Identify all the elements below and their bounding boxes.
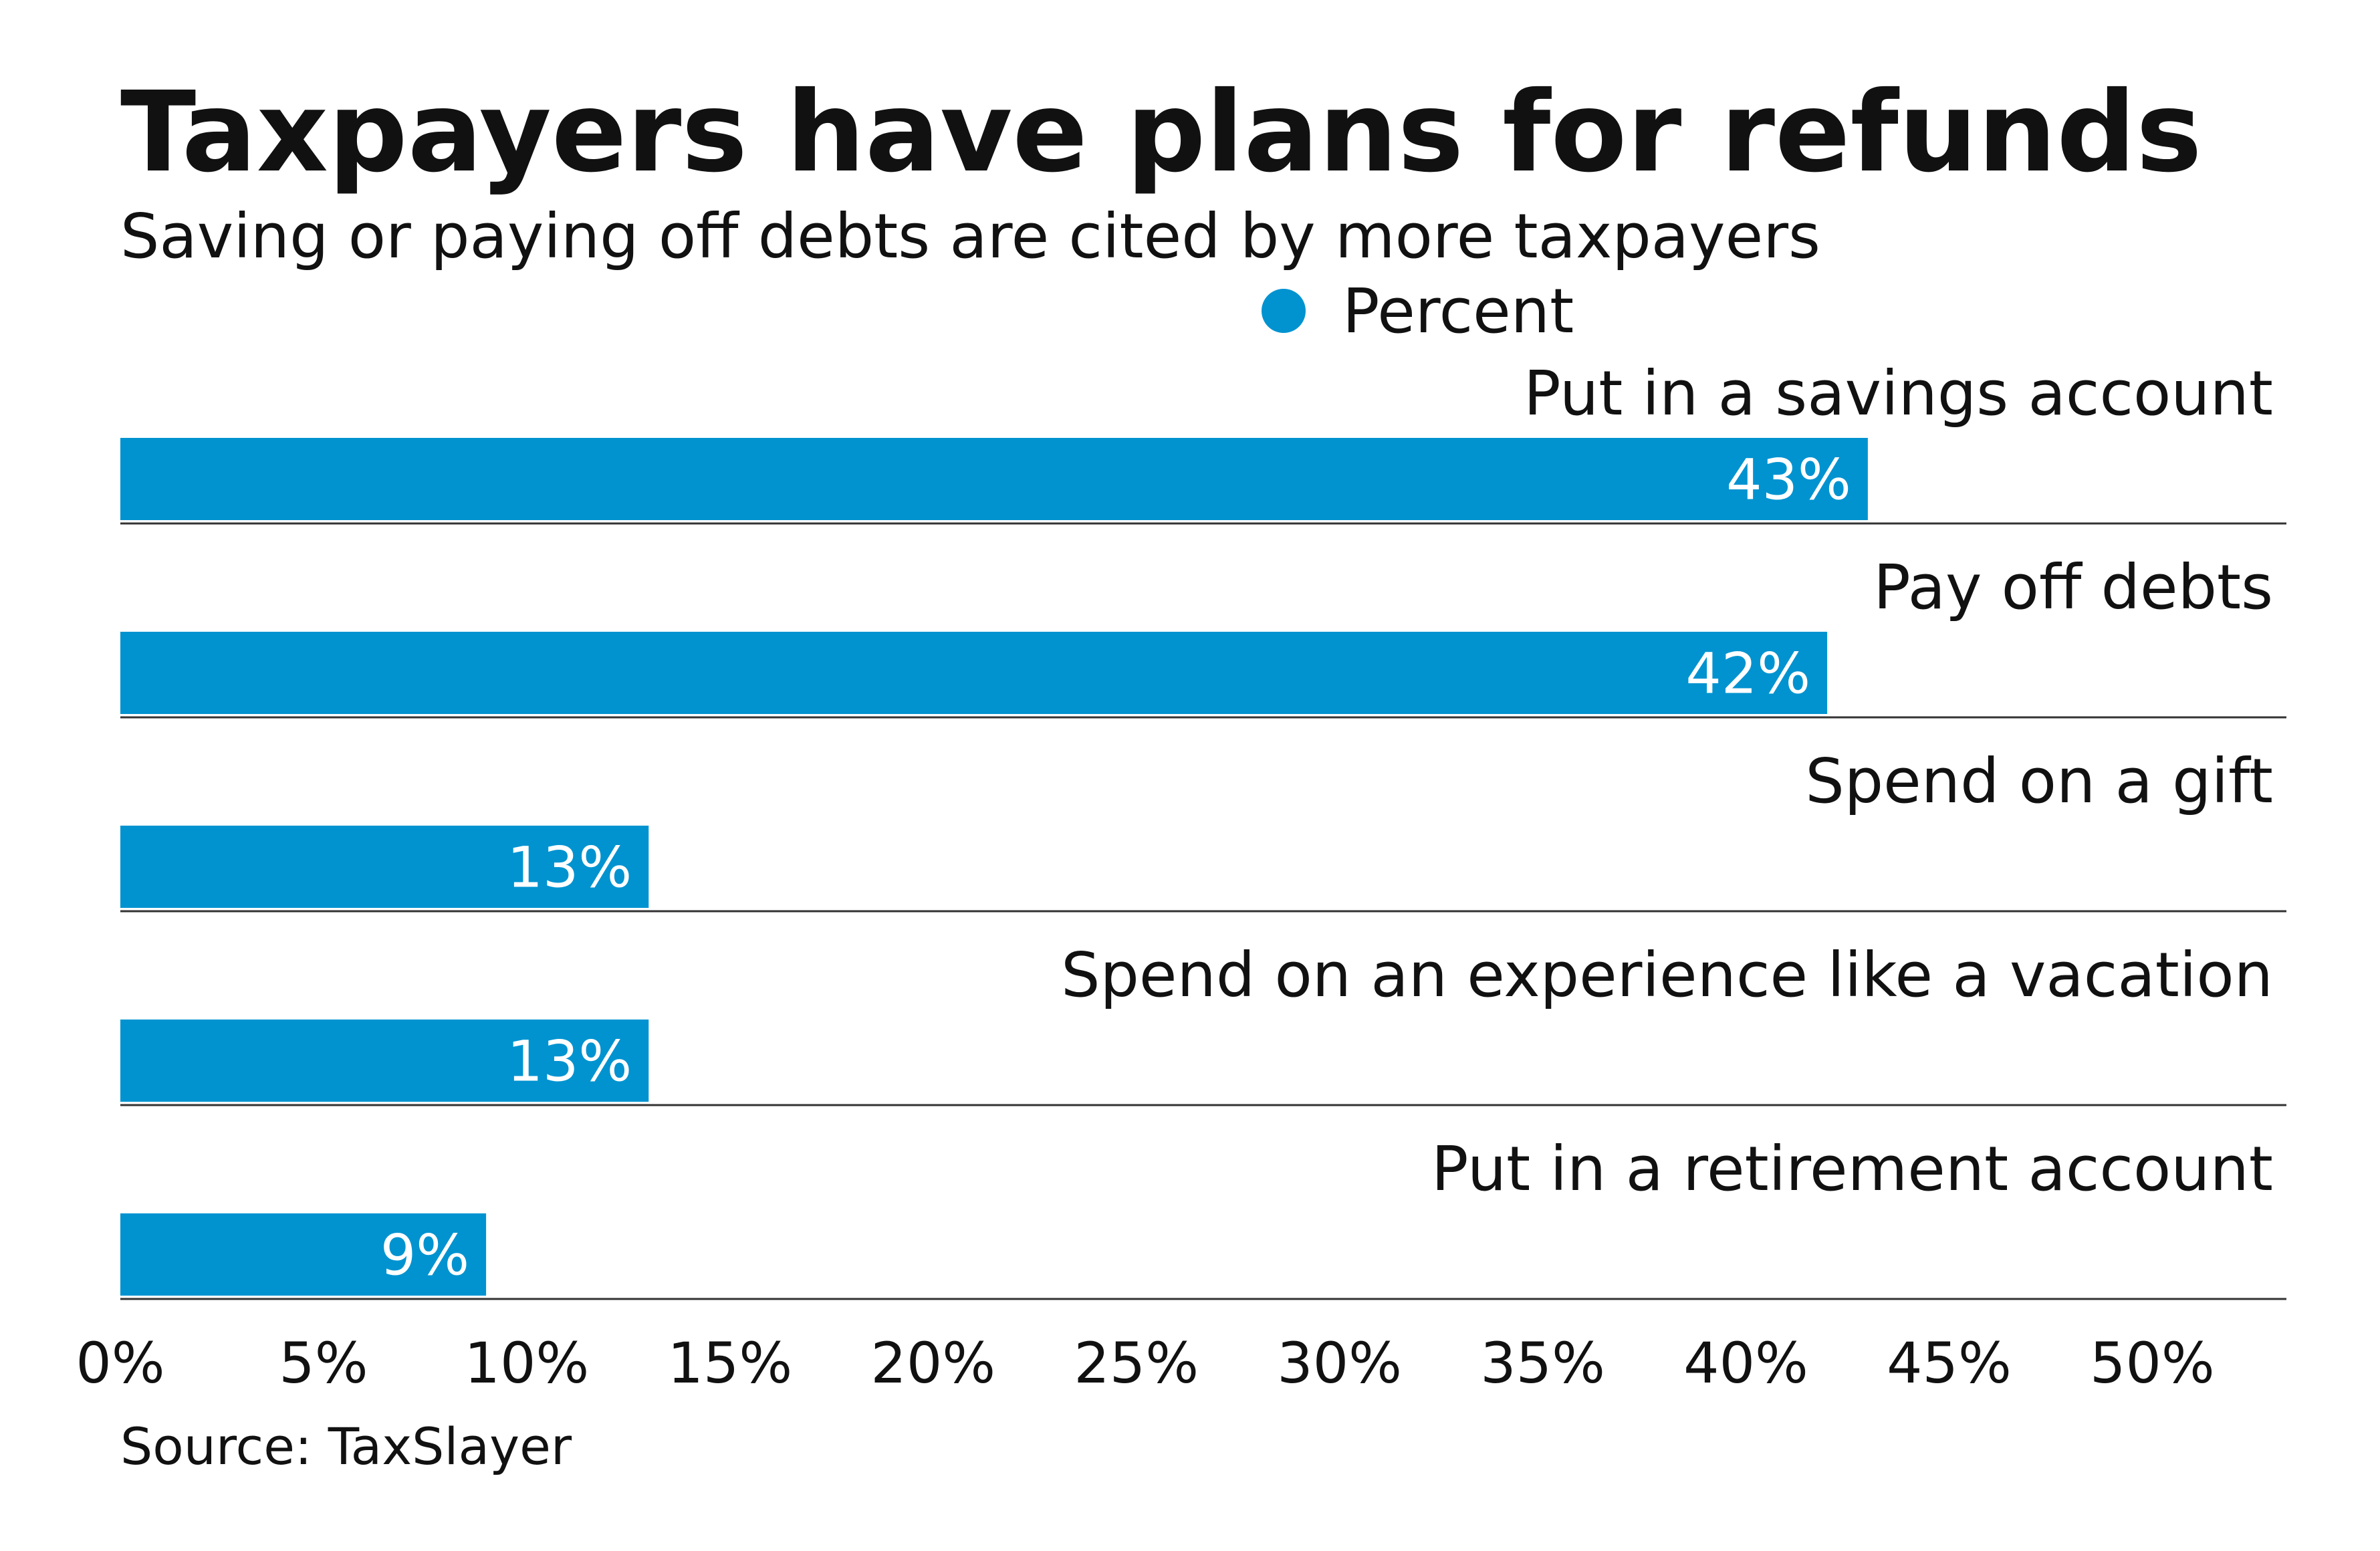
data-label: 13% (507, 1029, 632, 1094)
data-label: 13% (507, 835, 632, 901)
legend-label: Percent (1342, 275, 1574, 347)
bar (120, 1020, 649, 1102)
category-label: Put in a retirement account (1431, 1133, 2273, 1205)
x-tick-label: 10% (465, 1330, 590, 1396)
data-label: 9% (380, 1223, 469, 1288)
x-tick-label: 35% (1480, 1330, 1605, 1396)
x-tick-label: 5% (279, 1330, 368, 1396)
source-note: Source: TaxSlayer (120, 1417, 572, 1476)
category-label: Spend on an experience like a vacation (1061, 939, 2273, 1011)
bar (120, 826, 649, 908)
x-tick-label: 40% (1683, 1330, 1808, 1396)
bar (120, 632, 1828, 714)
category-label: Put in a savings account (1524, 358, 2273, 429)
chart-subtitle: Saving or paying off debts are cited by … (120, 201, 1820, 272)
legend-marker (1262, 289, 1306, 333)
x-tick-label: 50% (2090, 1330, 2215, 1396)
category-label: Pay off debts (1873, 552, 2273, 623)
legend: Percent (1262, 275, 1574, 347)
data-label: 43% (1726, 447, 1851, 513)
x-tick-label: 15% (667, 1330, 792, 1396)
category-label: Spend on a gift (1805, 745, 2273, 817)
bars: Put in a savings account 43% Pay off debts… (120, 358, 2286, 1300)
x-tick-label: 45% (1887, 1330, 2012, 1396)
chart-title: Taxpayers have plans for refunds (120, 68, 2202, 197)
bar (120, 438, 1868, 520)
x-axis: 0% 5% 10% 15% 20% 25% 30% 35% 40% 45% 50% (76, 1330, 2214, 1396)
x-tick-label: 30% (1277, 1330, 1402, 1396)
x-tick-label: 25% (1074, 1330, 1199, 1396)
bar (120, 1213, 487, 1296)
x-tick-label: 20% (870, 1330, 995, 1396)
data-label: 42% (1685, 641, 1810, 707)
x-tick-label: 0% (76, 1330, 164, 1396)
